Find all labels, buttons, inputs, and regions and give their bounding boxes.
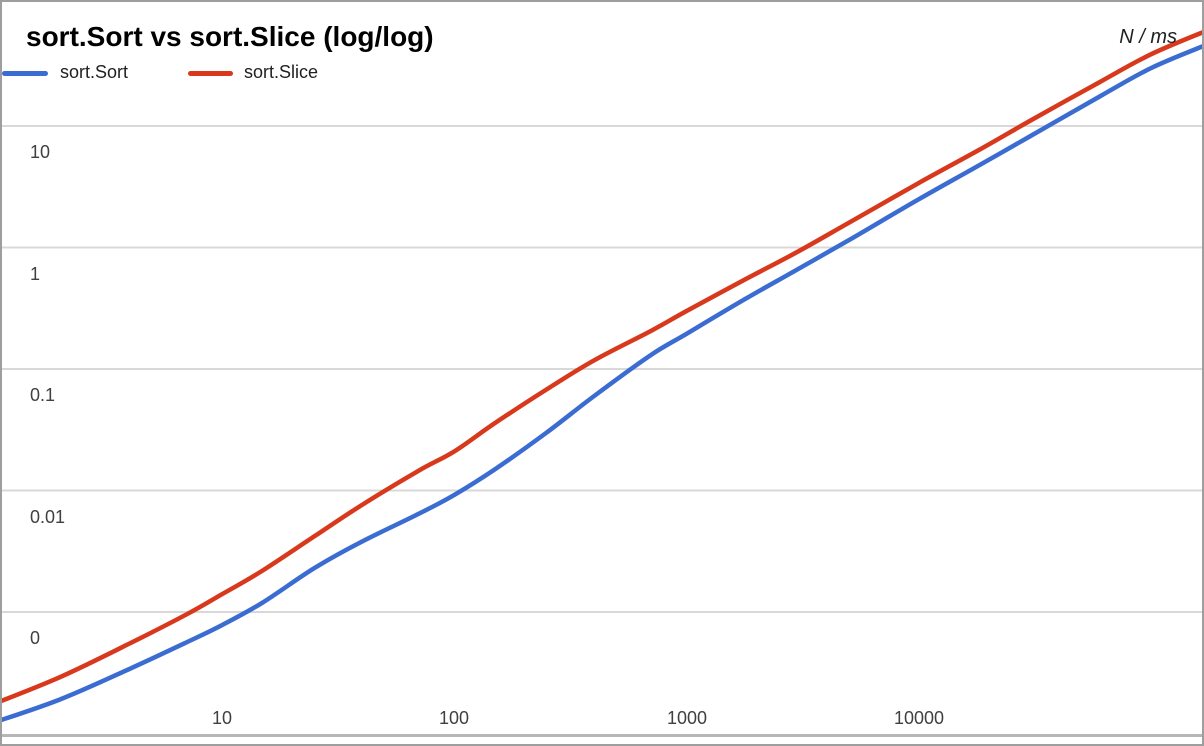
y-tick-label: 0.01 <box>30 507 66 527</box>
legend-label-sort-slice: sort.Slice <box>244 62 319 82</box>
legend-swatch-sort-slice <box>188 71 233 76</box>
chart-title: sort.Sort vs sort.Slice (log/log) <box>26 21 434 52</box>
x-tick-label: 10 <box>211 708 233 728</box>
series-line-sort-sort <box>0 43 1204 723</box>
series-line-sort-slice <box>0 29 1204 704</box>
y-tick-label: 0 <box>30 628 41 648</box>
x-tick-label: 10000 <box>893 708 945 728</box>
x-tick-label: 1000 <box>666 708 708 728</box>
y-tick-label: 1 <box>30 264 41 284</box>
x-tick-label: 100 <box>438 708 470 728</box>
axis-units-label: N / ms <box>1119 26 1177 48</box>
y-tick-label: 0.1 <box>30 385 56 405</box>
legend-swatch-sort-sort <box>2 71 48 76</box>
y-tick-label: 10 <box>30 142 51 162</box>
legend-label-sort-sort: sort.Sort <box>60 62 129 82</box>
